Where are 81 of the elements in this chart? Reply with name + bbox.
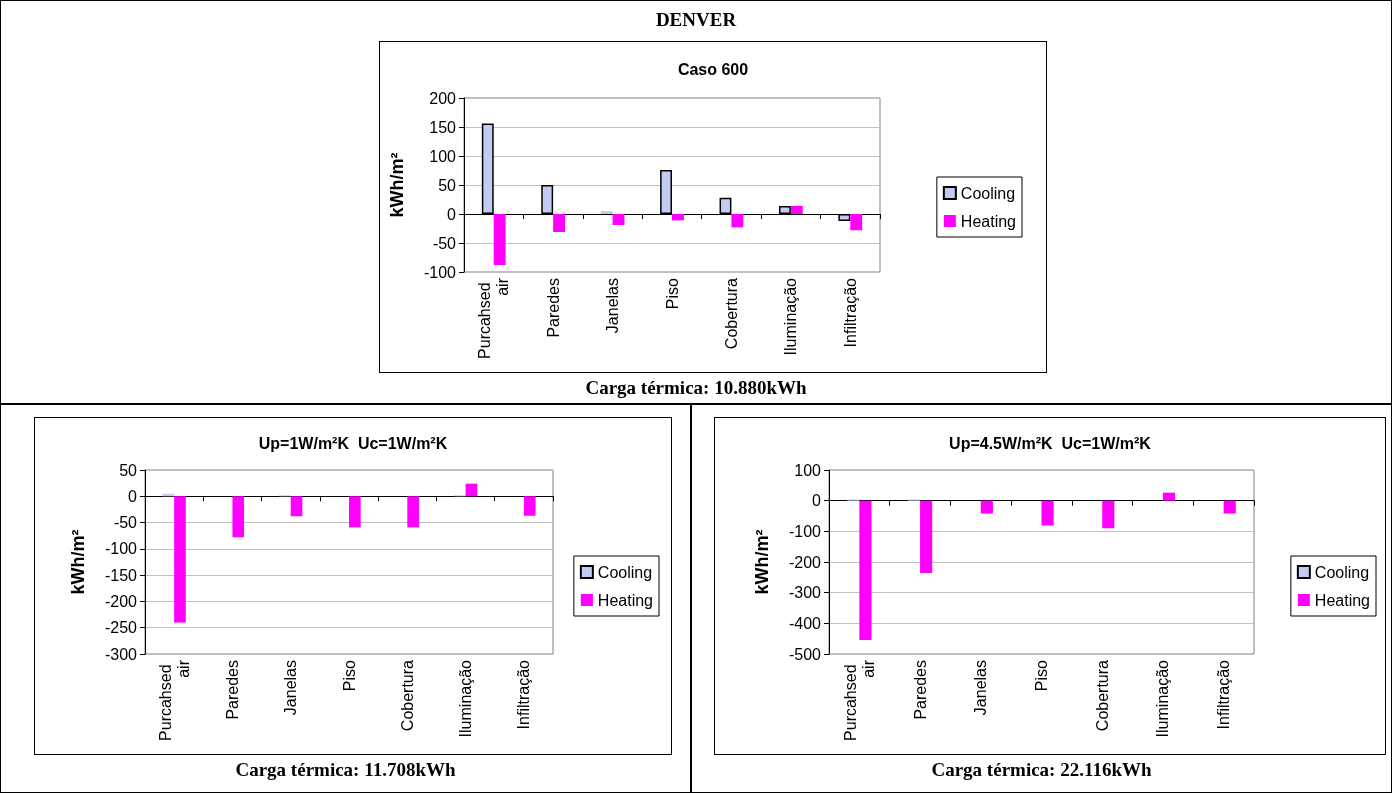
y-tick-label: -100 [788,522,822,540]
bar [349,496,361,528]
y-tick-label: -50 [432,234,457,252]
text: DENVER [654,9,738,31]
y-tick-label: -200 [104,592,138,610]
x-tick-label: Infiltração [841,277,859,348]
x-tick-label: Piso [663,277,681,310]
x-tick-label: Paredes [223,660,241,720]
y-axis-title: kWh/m² [68,529,88,595]
bar [465,483,478,497]
y-axis-title: kWh/m² [387,152,407,218]
x-tick-label: Janelas [604,278,622,334]
y-tick-label: -400 [788,614,822,632]
y-tick-label: 0 [447,205,457,223]
x-tick-label: Cobertura [722,277,740,350]
x-tick-label: Janelas [282,660,300,716]
y-tick-label: 50 [438,176,457,194]
y-tick-label: 200 [429,89,457,107]
x-tick-label: Paredes [911,660,929,720]
text: Carga térmica: 11.708kWh [234,759,457,781]
y-tick-label: 50 [119,461,138,479]
y-tick-label: 100 [429,147,457,165]
text: Carga térmica: 10.880kWh [584,377,808,399]
bar [1223,500,1236,514]
legend-label: Cooling [597,563,653,581]
legend-label: Heating [1314,591,1371,609]
bar [859,500,872,640]
y-tick-label: -150 [104,566,138,584]
bar [1041,500,1054,526]
x-tick-label: Cobertura [398,659,416,732]
bar [672,214,684,221]
bar [612,214,625,226]
bar [790,205,803,214]
x-tick-label: Infiltração [1215,659,1233,730]
y-tick-label: -100 [104,540,138,558]
y-tick-label: 0 [128,487,138,505]
bar [1162,492,1176,501]
x-tick-label: Purcahsed air [476,277,512,359]
x-tick-label: Purcahsed air [841,659,877,741]
bar [600,211,613,214]
bar [920,500,933,574]
y-axis-title: kWh/m² [752,529,772,595]
x-tick-label: Purcahsed air [156,659,192,741]
y-tick-label: -50 [113,514,138,532]
x-tick-label: Piso [1033,659,1050,692]
y-tick-label: -200 [788,553,822,571]
x-tick-label: Iluminação [782,277,800,356]
x-tick-label: Janelas [972,660,990,716]
x-tick-label: Paredes [544,278,562,338]
bar [493,214,506,266]
bar [850,214,863,231]
y-tick-label: -300 [788,584,822,602]
bar [980,500,993,514]
x-tick-label: Iluminação [1154,659,1172,738]
y-tick-label: 0 [812,492,822,510]
bar [232,496,245,538]
y-tick-label: 150 [429,118,457,136]
x-tick-label: Infiltração [515,659,533,730]
bar [290,496,303,517]
x-tick-label: Cobertura [1093,659,1111,732]
text: Carga térmica: 22.116kWh [930,759,1153,781]
x-tick-label: Iluminação [457,659,475,738]
legend-label: Cooling [1314,563,1370,581]
bar [731,214,744,228]
y-tick-label: 100 [794,461,822,479]
bar [523,496,536,516]
legend-label: Cooling [960,184,1016,202]
y-tick-label: -500 [788,645,822,663]
bar [553,214,566,232]
bar [1102,500,1115,529]
legend-label: Heating [960,212,1017,230]
x-tick-label: Piso [340,659,358,692]
chart-title: Up=4.5W/m²K Uc=1W/m²K [949,434,1152,452]
y-tick-label: -250 [104,619,138,637]
chart-title: Up=1W/m²K Uc=1W/m²K [258,434,448,452]
chart-title: Caso 600 [677,60,749,78]
legend-label: Heating [597,591,654,609]
bar [174,496,186,623]
y-tick-label: -300 [104,645,138,663]
y-tick-label: -100 [423,263,457,281]
bar [407,496,419,528]
